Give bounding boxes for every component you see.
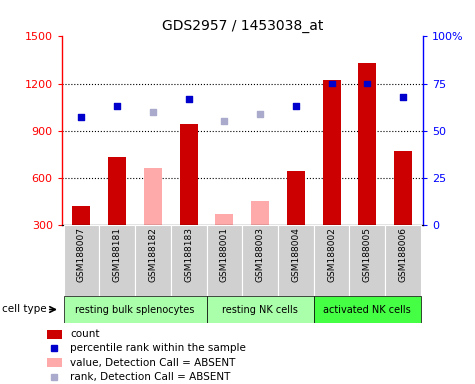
Bar	[207, 296, 314, 323]
Bar	[64, 296, 207, 323]
Text: GSM188004: GSM188004	[291, 227, 300, 281]
Bar	[99, 225, 135, 296]
Text: percentile rank within the sample: percentile rank within the sample	[70, 343, 246, 354]
Bar	[171, 225, 207, 296]
Bar	[47, 330, 62, 339]
Bar	[251, 201, 269, 272]
Text: GSM188183: GSM188183	[184, 227, 193, 282]
Bar	[64, 225, 99, 296]
Bar	[47, 358, 62, 367]
Point	[256, 111, 264, 117]
Text: cell type: cell type	[2, 304, 47, 314]
Text: GSM188001: GSM188001	[220, 227, 229, 282]
Bar	[144, 168, 162, 272]
Text: rank, Detection Call = ABSENT: rank, Detection Call = ABSENT	[70, 372, 230, 382]
Point	[328, 81, 335, 87]
Text: resting NK cells: resting NK cells	[222, 305, 298, 314]
Bar	[314, 225, 350, 296]
Bar	[180, 124, 198, 272]
Text: GSM188005: GSM188005	[363, 227, 372, 282]
Point	[399, 94, 407, 100]
Point	[220, 118, 228, 124]
Bar	[207, 225, 242, 296]
Point	[77, 114, 85, 121]
Bar	[314, 296, 421, 323]
Text: GSM188181: GSM188181	[113, 227, 122, 282]
Point	[292, 103, 300, 109]
Text: resting bulk splenocytes: resting bulk splenocytes	[76, 305, 195, 314]
Bar	[350, 225, 385, 296]
Bar	[108, 157, 126, 272]
Bar	[385, 225, 421, 296]
Bar	[135, 225, 171, 296]
Bar	[323, 80, 341, 272]
Text: count: count	[70, 329, 99, 339]
Point	[185, 96, 192, 102]
Point	[363, 81, 371, 87]
Text: activated NK cells: activated NK cells	[323, 305, 411, 314]
Bar	[242, 225, 278, 296]
Title: GDS2957 / 1453038_at: GDS2957 / 1453038_at	[162, 19, 323, 33]
Bar	[394, 151, 412, 272]
Bar	[359, 63, 376, 272]
Text: GSM188006: GSM188006	[399, 227, 408, 282]
Text: value, Detection Call = ABSENT: value, Detection Call = ABSENT	[70, 358, 235, 368]
Bar	[216, 214, 233, 272]
Point	[114, 103, 121, 109]
Point	[149, 109, 157, 115]
Bar	[73, 206, 90, 272]
Text: GSM188182: GSM188182	[148, 227, 157, 281]
Bar	[278, 225, 314, 296]
Text: GSM188002: GSM188002	[327, 227, 336, 281]
Text: GSM188003: GSM188003	[256, 227, 265, 282]
Bar	[287, 171, 305, 272]
Text: GSM188007: GSM188007	[77, 227, 86, 282]
